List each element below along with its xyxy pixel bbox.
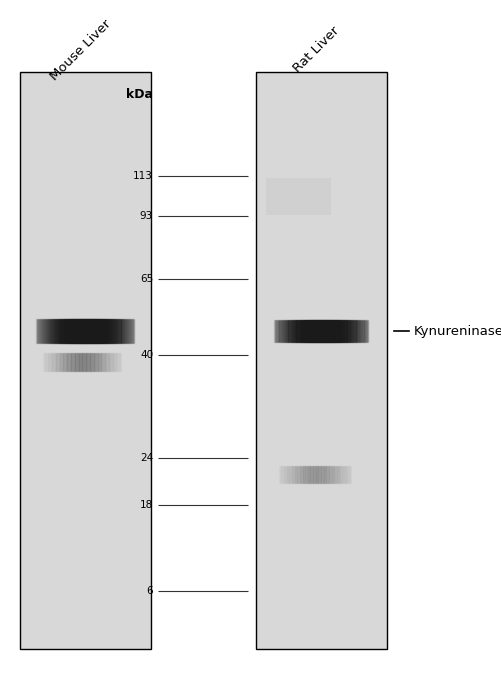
Text: Mouse Liver: Mouse Liver	[48, 17, 113, 83]
Text: 6: 6	[146, 586, 153, 596]
FancyBboxPatch shape	[256, 72, 386, 649]
Text: kDa: kDa	[126, 88, 153, 101]
FancyBboxPatch shape	[20, 72, 150, 649]
FancyBboxPatch shape	[266, 178, 331, 215]
Text: 65: 65	[140, 275, 153, 285]
Text: 18: 18	[140, 499, 153, 510]
Text: 113: 113	[133, 171, 153, 180]
Text: 93: 93	[140, 211, 153, 221]
Text: Kynureninase: Kynureninase	[413, 324, 501, 338]
Text: 40: 40	[140, 350, 153, 359]
Text: Rat Liver: Rat Liver	[291, 25, 342, 76]
Text: 24: 24	[140, 454, 153, 463]
